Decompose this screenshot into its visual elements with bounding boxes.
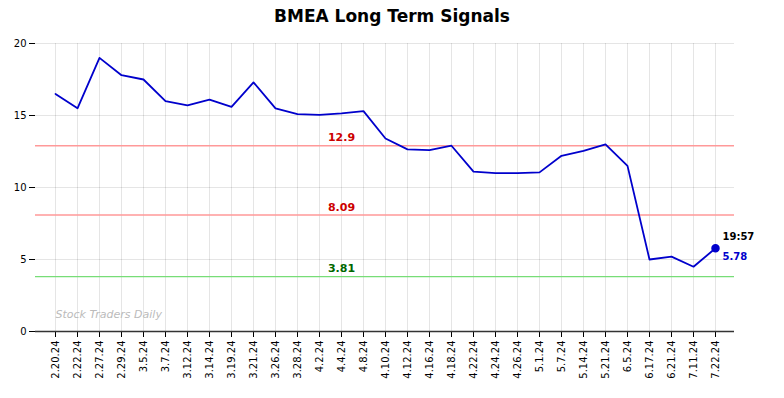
svg-text:4.22.24: 4.22.24 — [468, 341, 479, 379]
svg-text:12.9: 12.9 — [328, 131, 355, 144]
svg-text:6.21.24: 6.21.24 — [666, 341, 677, 379]
svg-text:4.4.24: 4.4.24 — [336, 341, 347, 373]
svg-text:3.12.24: 3.12.24 — [182, 341, 193, 379]
svg-text:2.22.24: 2.22.24 — [72, 341, 83, 379]
svg-text:4.10.24: 4.10.24 — [380, 341, 391, 379]
svg-text:2.20.24: 2.20.24 — [50, 341, 61, 379]
svg-text:3.26.24: 3.26.24 — [270, 341, 281, 379]
svg-text:4.18.24: 4.18.24 — [446, 341, 457, 379]
svg-text:4.24.24: 4.24.24 — [490, 341, 501, 379]
svg-text:4.2.24: 4.2.24 — [314, 341, 325, 373]
svg-text:6.17.24: 6.17.24 — [644, 341, 655, 379]
svg-text:20: 20 — [14, 38, 27, 49]
svg-text:4.16.24: 4.16.24 — [424, 341, 435, 379]
svg-text:15: 15 — [14, 110, 27, 121]
svg-text:5: 5 — [20, 254, 26, 265]
svg-text:3.5.24: 3.5.24 — [138, 341, 149, 373]
svg-text:2.29.24: 2.29.24 — [116, 341, 127, 379]
svg-text:5.78: 5.78 — [723, 251, 748, 262]
svg-text:6.5.24: 6.5.24 — [622, 341, 633, 373]
svg-text:3.19.24: 3.19.24 — [226, 341, 237, 379]
svg-text:19:57: 19:57 — [723, 231, 755, 242]
svg-text:4.8.24: 4.8.24 — [358, 341, 369, 373]
svg-text:5.1.24: 5.1.24 — [534, 341, 545, 373]
svg-text:3.14.24: 3.14.24 — [204, 341, 215, 379]
svg-text:10: 10 — [14, 182, 27, 193]
svg-text:Stock Traders Daily: Stock Traders Daily — [56, 308, 163, 321]
svg-text:2.27.24: 2.27.24 — [94, 341, 105, 379]
svg-text:5.21.24: 5.21.24 — [600, 341, 611, 379]
svg-text:3.28.24: 3.28.24 — [292, 341, 303, 379]
svg-text:3.21.24: 3.21.24 — [248, 341, 259, 379]
svg-text:7.11.24: 7.11.24 — [688, 341, 699, 379]
svg-text:3.81: 3.81 — [328, 262, 355, 275]
svg-text:4.26.24: 4.26.24 — [512, 341, 523, 379]
svg-text:3.7.24: 3.7.24 — [160, 341, 171, 373]
svg-text:8.09: 8.09 — [328, 201, 355, 214]
svg-text:5.14.24: 5.14.24 — [578, 341, 589, 379]
svg-text:4.12.24: 4.12.24 — [402, 341, 413, 379]
svg-text:5.7.24: 5.7.24 — [556, 341, 567, 373]
html-text:BMEA Long Term Signals: BMEA Long Term Signals — [274, 6, 510, 26]
svg-text:0: 0 — [20, 326, 26, 337]
svg-text:7.22.24: 7.22.24 — [710, 341, 721, 379]
